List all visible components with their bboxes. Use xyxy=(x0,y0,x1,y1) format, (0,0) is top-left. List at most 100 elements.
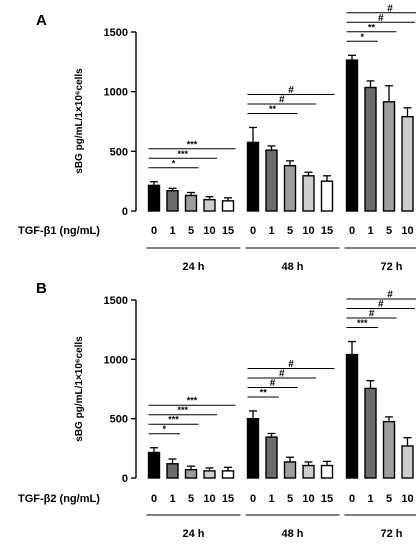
significance-mark: # xyxy=(387,3,393,14)
y-tick-label: 1500 xyxy=(104,27,128,39)
bar xyxy=(283,164,297,212)
group-label: 72 h xyxy=(380,261,402,273)
bar xyxy=(382,420,396,479)
y-tick-label: 500 xyxy=(110,146,128,158)
concentration-label: 1 xyxy=(367,493,373,505)
concentration-label: 0 xyxy=(250,493,256,505)
significance-mark: *** xyxy=(168,415,179,425)
concentration-label: 5 xyxy=(188,225,194,237)
bar xyxy=(265,149,278,212)
significance-mark: # xyxy=(279,94,285,105)
concentration-label: 1 xyxy=(169,225,175,237)
concentration-label: 10 xyxy=(302,225,314,237)
bar xyxy=(320,180,334,212)
significance-mark: * xyxy=(162,424,166,434)
bar xyxy=(345,353,359,479)
significance-mark: ** xyxy=(368,22,376,32)
panel-b: B 0 500 10 0 0 1500 sBG pg/mL/1×10⁶cells TGF-β2 … xyxy=(18,280,416,540)
concentration-label: 0 xyxy=(349,493,355,505)
panel-letter: B xyxy=(36,280,47,297)
treatment-label: TGF-β1 (ng/mL) xyxy=(18,225,100,237)
bar xyxy=(364,86,377,212)
bar xyxy=(382,101,396,212)
bar xyxy=(364,387,377,479)
bar xyxy=(246,417,260,479)
significance-mark: *** xyxy=(187,396,198,406)
bar xyxy=(166,463,179,479)
significance-mark: ** xyxy=(269,104,277,114)
concentration-label: 10 xyxy=(302,493,314,505)
bar xyxy=(221,200,235,212)
group-label: 48 h xyxy=(281,528,303,540)
concentration-label: 0 xyxy=(349,225,355,237)
treatment-label: TGF-β2 (ng/mL) xyxy=(18,493,100,505)
panel-letter: A xyxy=(36,12,47,29)
concentration-label: 5 xyxy=(386,493,392,505)
significance-mark: # xyxy=(279,368,285,379)
y-tick-label: 500 xyxy=(110,414,128,426)
concentration-label: 10 xyxy=(401,493,413,505)
bar xyxy=(302,464,315,479)
significance-mark: *** xyxy=(357,318,368,328)
group-label: 24 h xyxy=(182,261,204,273)
concentration-label: 5 xyxy=(188,493,194,505)
concentration-label: 15 xyxy=(222,225,234,237)
group-1: 0 1 5 10 15##**48 h xyxy=(245,85,340,273)
concentration-label: 10 xyxy=(401,225,413,237)
concentration-label: 5 xyxy=(386,225,392,237)
concentration-label: 1 xyxy=(367,225,373,237)
significance-mark: *** xyxy=(187,139,198,149)
significance-mark: # xyxy=(288,359,294,370)
bar xyxy=(221,470,235,479)
y-tick-label: 1500 xyxy=(104,295,128,307)
y-tick-label: 0 xyxy=(122,473,128,485)
concentration-label: 0 xyxy=(151,225,157,237)
significance-mark: # xyxy=(387,290,393,301)
concentration-label: 5 xyxy=(287,225,293,237)
y-tick-label: 1000 xyxy=(104,87,128,99)
bar xyxy=(184,468,198,479)
bar xyxy=(283,461,297,479)
significance-mark: ** xyxy=(260,387,268,397)
bar xyxy=(345,59,359,212)
concentration-label: 1 xyxy=(169,493,175,505)
concentration-label: 1 xyxy=(268,493,274,505)
bar xyxy=(166,190,179,212)
bar xyxy=(147,184,161,212)
bar xyxy=(265,436,278,479)
bar xyxy=(203,470,216,479)
bar xyxy=(246,141,260,212)
bar xyxy=(302,175,315,212)
significance-mark: * xyxy=(360,32,364,42)
concentration-label: 15 xyxy=(222,493,234,505)
concentration-label: 15 xyxy=(321,493,333,505)
concentration-label: 0 xyxy=(250,225,256,237)
significance-mark: # xyxy=(270,378,276,389)
significance-mark: # xyxy=(369,309,375,320)
bar xyxy=(203,198,216,212)
group-label: 24 h xyxy=(182,528,204,540)
group-label: 48 h xyxy=(281,261,303,273)
bar xyxy=(184,194,198,212)
concentration-label: 10 xyxy=(203,225,215,237)
significance-mark: # xyxy=(378,13,384,24)
y-axis-label: sBG pg/mL/1×10⁶cells xyxy=(74,336,85,442)
concentration-label: 5 xyxy=(287,493,293,505)
significance-mark: * xyxy=(172,158,176,168)
significance-mark: *** xyxy=(177,149,188,159)
group-0: 0 1 5 10 15*******24 h xyxy=(146,139,241,273)
y-tick-label: 0 xyxy=(122,206,128,218)
concentration-label: 10 xyxy=(203,493,215,505)
group-label: 72 h xyxy=(380,528,402,540)
significance-mark: # xyxy=(378,299,384,310)
significance-mark: # xyxy=(288,85,294,96)
concentration-label: 1 xyxy=(268,225,274,237)
significance-mark: *** xyxy=(177,405,188,415)
bar xyxy=(401,116,414,212)
bar xyxy=(401,445,414,479)
group-1: 0 1 5 10 15###**48 h xyxy=(245,359,340,540)
group-0: 0 1 5 10 15**********24 h xyxy=(146,396,241,540)
